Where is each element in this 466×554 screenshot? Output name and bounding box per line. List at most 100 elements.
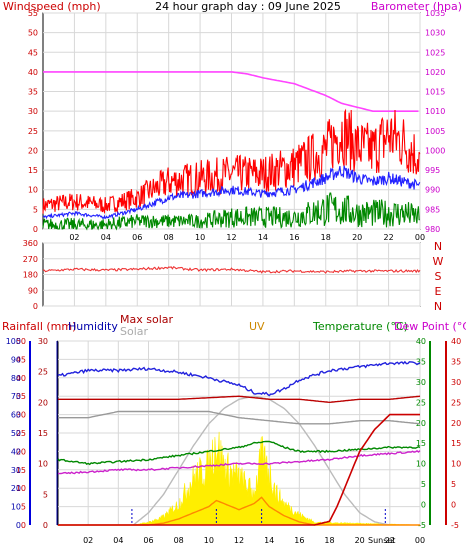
graph-title: 24 hour graph day : 09 June 2025 [155,0,341,13]
wind-series [42,71,421,231]
conditions-time-tick-label: 14 [264,536,274,545]
conditions-time-tick-label: 10 [204,536,214,545]
temperature-tick-label: 20 [416,419,426,428]
wind-barometer-panel: Windspeed (mph) 24 hour graph day : 09 J… [3,0,462,242]
wind-speed-tick-label: 50 [28,29,38,38]
wind-time-tick-label: 12 [226,233,236,242]
humidity-tick-label: 90 [11,355,21,364]
wind-axis-title: Windspeed (mph) [3,0,101,13]
barometer-tick-label: 980 [425,225,440,234]
dewpoint-tick-label: 35 [451,357,461,366]
rainfall-tick-label: 25 [16,429,26,438]
barometer-tick-label: 1025 [425,48,445,57]
dewpoint-tick-label: 40 [451,337,461,346]
dewpoint-tick-label: 15 [451,439,461,448]
rainfall-tick-label: 20 [16,447,26,456]
wind-time-ticks: 02 04 06 08 10 12 14 16 18 20 22 00 [69,233,425,242]
rainfall-tick-label: 35 [16,392,26,401]
legend-dew-point: Dew Point (°C) [394,320,466,333]
temperature-tick-label: 10 [416,460,426,469]
conditions-time-tick-label: 00 [415,536,425,545]
conditions-time-tick-label: 18 [324,536,334,545]
wind-speed-tick-label: 10 [28,186,38,195]
temperature-tick-label: 5 [421,480,426,489]
legend-temperature: Temperature (°C) [312,320,408,333]
compass-label: N [434,300,442,313]
temperature-tick-label: 30 [416,378,426,387]
temperature-tick-label: 25 [416,398,426,407]
dewpoint-tick-label: 25 [451,398,461,407]
wind-speed-tick-label: 25 [28,127,38,136]
temperature-tick-label: 35 [416,357,426,366]
wind-speed-tick-label: 35 [28,88,38,97]
uv-tick-label: 20 [38,398,48,407]
direction-series [42,265,421,274]
uv-ticks: 0 5 10 15 20 25 30 [38,337,48,530]
wind-min-line [42,192,420,231]
wind-time-tick-label: 14 [258,233,268,242]
conditions-time-tick-label: 20 [355,536,365,545]
direction-tick-label: 360 [23,239,38,248]
rainfall-tick-label: 0 [21,521,26,530]
wind-speed-tick-label: 55 [28,9,38,18]
wind-time-tick-label: 20 [352,233,362,242]
barometer-tick-label: 1020 [425,68,445,77]
rainfall-tick-label: 40 [16,374,26,383]
barometer-line [43,71,419,112]
direction-tick-label: 270 [23,255,38,264]
direction-tick-label: 180 [23,271,38,280]
temperature-ticks: -5 0 5 10 15 20 25 30 35 40 [416,337,426,530]
compass-label: E [435,285,442,298]
conditions-time-tick-label: 04 [113,536,123,545]
conditions-time-tick-label: 16 [294,536,304,545]
wind-avg-line [42,165,421,220]
rainfall-tick-label: 5 [21,503,26,512]
uv-tick-label: 5 [43,490,48,499]
legend-uv: UV [249,320,265,333]
sunset-annotation: Sunset [368,536,395,545]
direction-tick-label: 0 [33,302,38,311]
wind-time-tick-label: 16 [289,233,299,242]
wind-time-tick-label: 06 [132,233,142,242]
dewpoint-tick-label: 5 [451,480,456,489]
conditions-time-tick-label: 02 [83,536,93,545]
conditions-time-tick-label: 06 [143,536,153,545]
dewpoint-tick-label: 30 [451,378,461,387]
wind-time-tick-label: 18 [321,233,331,242]
wind-speed-tick-label: 30 [28,107,38,116]
compass-label: W [433,255,444,268]
solar-flat-line [58,410,421,425]
rainfall-tick-label: 45 [16,355,26,364]
dewpoint-tick-label: 20 [451,419,461,428]
wind-speed-ticks: 0 5 10 15 20 25 30 35 40 45 50 55 [28,9,38,234]
wind-speed-tick-label: 15 [28,166,38,175]
wind-speed-tick-label: 20 [28,146,38,155]
barometer-tick-label: 1035 [425,9,445,18]
wind-direction-line [42,265,421,274]
conditions-time-tick-label: 12 [234,536,244,545]
humidity-line [57,360,421,397]
rainfall-tick-label: 10 [16,484,26,493]
humidity-tick-label: 50 [11,429,21,438]
wind-time-tick-label: 08 [164,233,174,242]
barometer-tick-label: 995 [425,166,440,175]
rainfall-tick-label: 15 [16,466,26,475]
uv-tick-label: 25 [38,368,48,377]
dewpoint-ticks: -5 0 5 10 15 20 25 30 35 40 [451,337,461,530]
wind-speed-tick-label: 5 [33,205,38,214]
direction-degree-ticks: 0 90 180 270 360 [23,239,38,311]
temperature-line [57,440,421,466]
wind-speed-tick-label: 0 [33,225,38,234]
wind-gust-line [42,108,421,215]
humidity-tick-label: 70 [11,392,21,401]
barometer-tick-label: 990 [425,186,440,195]
humidity-tick-label: 0 [16,521,21,530]
barometer-tick-label: 1005 [425,127,445,136]
humidity-tick-label: 80 [11,374,21,383]
barometer-tick-label: 1000 [425,146,445,155]
uv-tick-label: 15 [38,429,48,438]
humidity-tick-label: 100 [6,337,21,346]
conditions-series [57,360,421,526]
